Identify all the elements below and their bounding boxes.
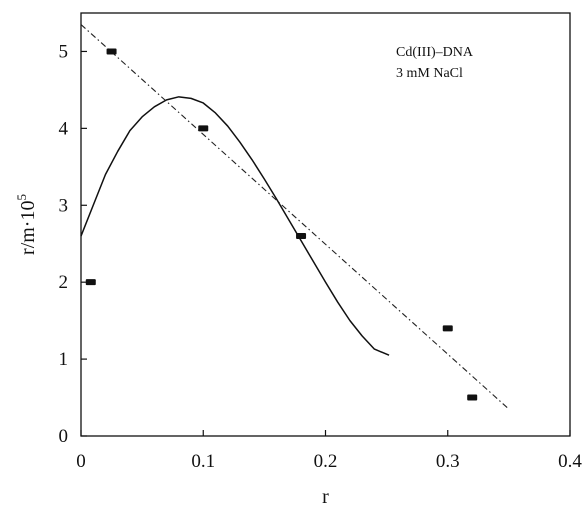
data-point (442, 325, 453, 332)
series-layer (80, 24, 510, 410)
annotation-line-2: 3 mM NaCl (396, 66, 463, 81)
data-point (106, 48, 117, 55)
annotation-line-1: Cd(III)–DNA (396, 45, 474, 60)
y-axis-label-main: r/m·10 (17, 201, 39, 255)
plot-area (80, 12, 571, 437)
y-tick-label: 2 (59, 272, 69, 293)
data-point (198, 125, 209, 132)
y-tick-label: 4 (59, 118, 69, 139)
y-tick-label: 1 (59, 349, 69, 370)
x-tick-label: 0.4 (558, 451, 582, 472)
y-axis-label: r/m·105 (14, 194, 39, 255)
data-point (467, 394, 478, 401)
data-point (296, 233, 307, 240)
regression-line (80, 24, 510, 410)
y-tick-label: 0 (59, 426, 69, 447)
plot-frame (80, 12, 571, 437)
x-axis-label: r (322, 486, 329, 508)
x-tick-label: 0.1 (191, 451, 215, 472)
y-ticks: 0 1 2 3 4 5 (59, 41, 87, 447)
y-tick-label: 3 (59, 195, 69, 216)
x-tick-label: 0 (76, 451, 86, 472)
x-ticks: 0 0.1 0.2 0.3 0.4 (76, 430, 582, 472)
x-tick-label: 0.2 (314, 451, 338, 472)
y-tick-label: 5 (59, 41, 69, 62)
x-tick-label: 0.3 (436, 451, 460, 472)
y-axis-label-exponent: 5 (14, 194, 29, 201)
data-point (85, 279, 96, 286)
fitted-curve (80, 96, 390, 356)
